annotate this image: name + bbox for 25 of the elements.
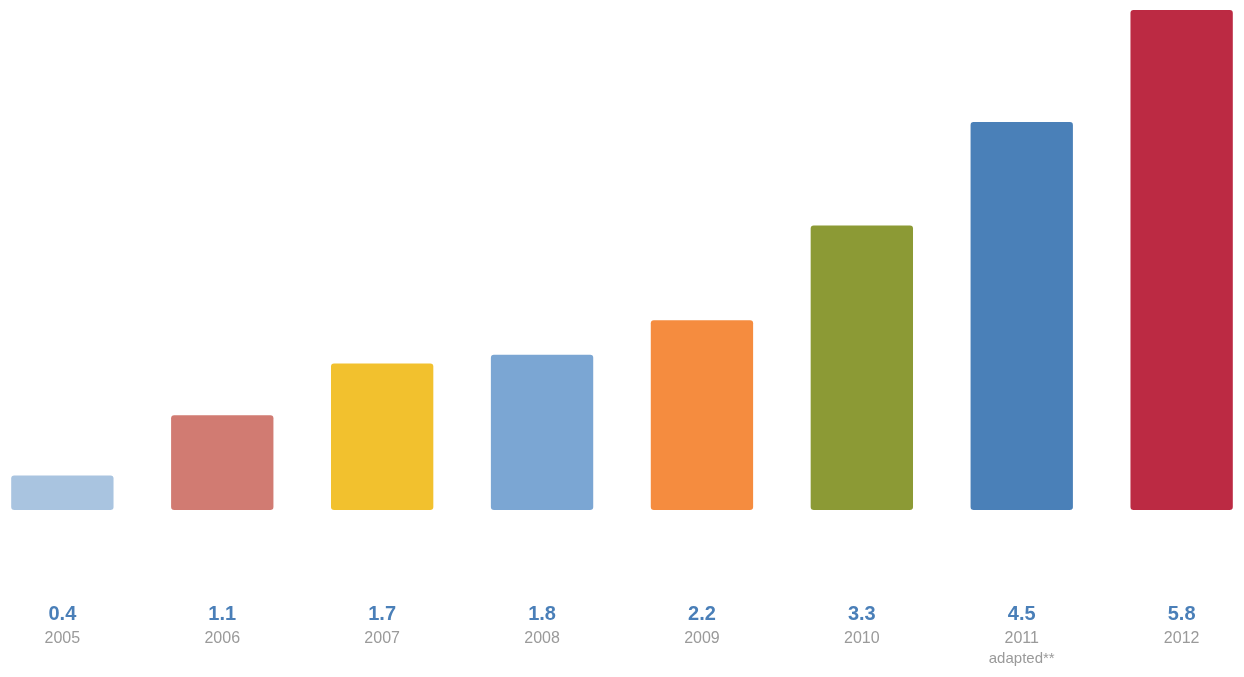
x-tick-label: 2008 [524, 629, 560, 646]
x-tick-label: 2010 [844, 629, 880, 646]
data-label: 2.2 [688, 602, 716, 624]
x-tick-label: 2005 [44, 629, 81, 646]
bar [171, 415, 274, 510]
x-tick-label: 2011 [1004, 629, 1040, 646]
bar [810, 225, 914, 510]
data-label: 0.4 [48, 602, 78, 624]
x-tick-label: 2006 [204, 629, 241, 646]
x-tick-label: 2009 [684, 629, 720, 646]
bar [330, 363, 434, 510]
data-label: 1.7 [368, 602, 397, 624]
bar [11, 475, 114, 510]
bar [1130, 10, 1233, 510]
data-label: 1.1 [208, 602, 237, 624]
bar [970, 122, 1073, 510]
data-label: 5.8 [1167, 602, 1196, 624]
data-label: 4.5 [1007, 602, 1036, 624]
data-label: 3.3 [847, 602, 876, 624]
x-tick-label: 2012 [1163, 629, 1200, 646]
bar [490, 354, 594, 510]
x-tick-label: 2007 [364, 629, 401, 646]
data-label: 1.8 [528, 602, 556, 624]
text: adapted** [988, 649, 1055, 666]
bar [650, 320, 754, 510]
